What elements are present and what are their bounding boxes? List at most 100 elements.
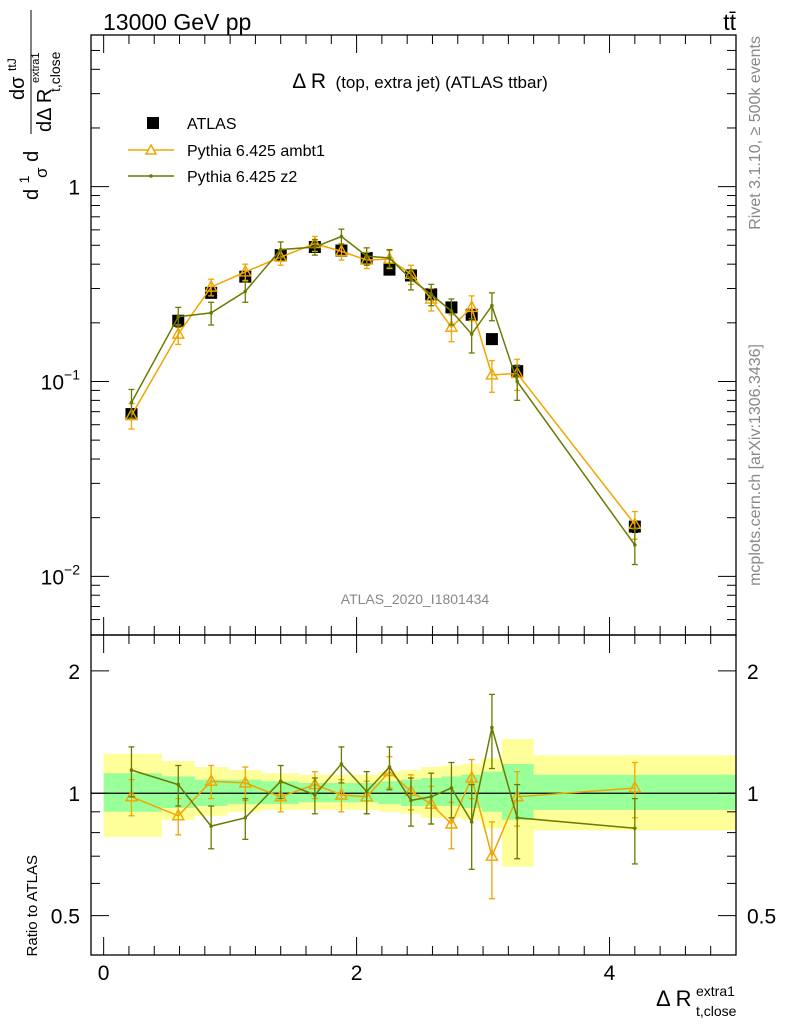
- legend-z2-label: Pythia 6.425 z2: [187, 169, 297, 186]
- ylabel-sigma: σ: [32, 167, 51, 178]
- main-series-group: [124, 228, 642, 566]
- ambt1-point: [485, 367, 499, 380]
- rivet-version-label: Rivet 3.1.10, ≥ 500k events: [747, 36, 764, 230]
- ratio-z2-point: [429, 794, 434, 799]
- z2-point: [278, 247, 283, 252]
- atlas-point: [383, 263, 396, 276]
- ratio-z2-point: [209, 824, 213, 828]
- ambt1-point: [444, 319, 459, 332]
- legend-ambt1-marker: [144, 143, 158, 155]
- main-panel: 1 10−1 10−2 Δ R (top, extra jet) (ATLAS tt…: [41, 34, 737, 636]
- ratio-z2-point: [449, 786, 454, 790]
- svg-text:extra1: extra1: [696, 983, 735, 999]
- ratio-z2-point: [243, 816, 248, 820]
- ratio-series-group: [124, 693, 642, 900]
- xlabel-main: Δ R: [656, 986, 691, 1011]
- ambt1-point: [204, 279, 218, 292]
- ambt1-point: [334, 243, 349, 257]
- ratio-z2-series: [128, 693, 638, 870]
- z2-point: [209, 311, 213, 315]
- svg-text:d 1 σ d: d 1 σ d: [12, 151, 52, 200]
- legend-atlas-marker: [147, 117, 159, 129]
- ratio-z2-point: [409, 798, 413, 803]
- ratio-ambt1-point: [171, 808, 185, 821]
- energy-label: 13000 GeV pp: [103, 9, 251, 35]
- ylabel-den-sup: extra1: [30, 52, 42, 83]
- ratio-ambt1-point: [464, 770, 479, 783]
- ratio-y-tick-label-right: 1: [747, 783, 759, 806]
- z2-point: [469, 332, 474, 336]
- x-axis-label: Δ R extra1 t,close: [656, 983, 737, 1019]
- ratio-panel: 0.5 0.5 1 1 2 2 0 2 4 Ratio to ATLAS: [24, 634, 776, 985]
- ambt1-point: [238, 264, 252, 277]
- ylabel-num-sup: ttJ: [5, 58, 19, 71]
- ambt1-line: [130, 242, 636, 525]
- ylabel-d: d: [21, 151, 43, 162]
- atlas-point: [485, 333, 498, 346]
- z2-point: [429, 292, 434, 297]
- z2-line: [130, 235, 636, 546]
- ylabel-one: 1: [16, 175, 32, 183]
- ambt1-point: [628, 516, 642, 529]
- z2-point: [129, 400, 134, 405]
- z2-point: [409, 277, 413, 281]
- ratio-uncertainty-bands: [103, 738, 736, 867]
- z2-point: [490, 303, 494, 308]
- main-y-tick-label: 10−1: [41, 366, 81, 394]
- ratio-z2-point: [129, 768, 134, 772]
- ratio-ambt1-point: [124, 789, 139, 802]
- ratio-y-axis-label: Ratio to ATLAS: [24, 855, 41, 956]
- xlabel-sup: extra1: [696, 983, 735, 999]
- ratio-ambt1-point: [485, 848, 499, 861]
- ratio-y-tick-label-right: 2: [747, 661, 759, 684]
- ylabel-den: dΔ R: [34, 89, 56, 132]
- main-y-tick-label: 1: [68, 177, 80, 200]
- svg-text:dΔ R extra1: dΔ R extra1: [30, 52, 56, 132]
- svg-text:t,close: t,close: [47, 51, 63, 92]
- plot-title-detail: (top, extra jet) (ATLAS ttbar): [336, 73, 548, 92]
- ratio-ambt1-point: [334, 787, 349, 800]
- z2-point: [364, 254, 369, 258]
- z2-point: [387, 256, 392, 260]
- svg-text:t,close: t,close: [696, 1003, 737, 1019]
- ratio-inner-band: [481, 771, 503, 812]
- xlabel-sub: t,close: [696, 1003, 737, 1019]
- legend-ambt1-label: Pythia 6.425 ambt1: [187, 143, 325, 160]
- legend: ATLAS Pythia 6.425 ambt1 Pythia 6.425 z2: [128, 116, 325, 186]
- ratio-ambt1-point: [628, 780, 642, 793]
- ratio-ambt1-point: [274, 789, 288, 802]
- ratio-z2-point: [515, 816, 520, 820]
- main-y-tick-labels: 1 10−1 10−2: [41, 177, 81, 590]
- ratio-y-tick-label-left: 1: [68, 783, 80, 806]
- z2-point: [313, 245, 317, 249]
- ratio-axis-ticks: [91, 635, 737, 956]
- ambt1-point: [464, 299, 479, 313]
- main-y-axis-label: d 1 σ d dσ ttJ dΔ R extra1 t,close: [5, 10, 63, 200]
- main-axis-ticks: [91, 34, 737, 636]
- z2-point: [339, 234, 344, 239]
- ratio-z2-point: [278, 779, 283, 784]
- ambt1-point: [171, 326, 185, 339]
- ratio-z2-point: [469, 820, 474, 824]
- z2-point: [515, 379, 520, 384]
- ylabel-num: dσ: [7, 76, 29, 100]
- ratio-z2-line: [131, 727, 635, 830]
- x-tick-label: 0: [98, 962, 110, 985]
- mcplots-label: mcplots.cern.ch [arXiv:1306.3436]: [747, 344, 764, 586]
- ratio-y-tick-labels: 0.5 0.5 1 1 2 2: [51, 661, 776, 929]
- ambt1-point: [274, 249, 288, 262]
- z2-point: [633, 543, 637, 547]
- x-tick-label: 2: [351, 962, 363, 985]
- ratio-z2-point: [364, 789, 369, 794]
- x-tick-label: 4: [604, 962, 616, 985]
- ylabel-prefix: d: [21, 189, 43, 200]
- ratio-ambt1-point: [444, 816, 459, 829]
- z2-point: [449, 309, 454, 313]
- process-label: tt̄: [723, 9, 736, 35]
- ratio-ambt1-point: [238, 775, 252, 788]
- ambt1-series: [124, 235, 642, 540]
- legend-atlas-label: ATLAS: [187, 116, 237, 133]
- ratio-z2-point: [490, 725, 494, 730]
- ylabel-den-sub: t,close: [47, 51, 63, 92]
